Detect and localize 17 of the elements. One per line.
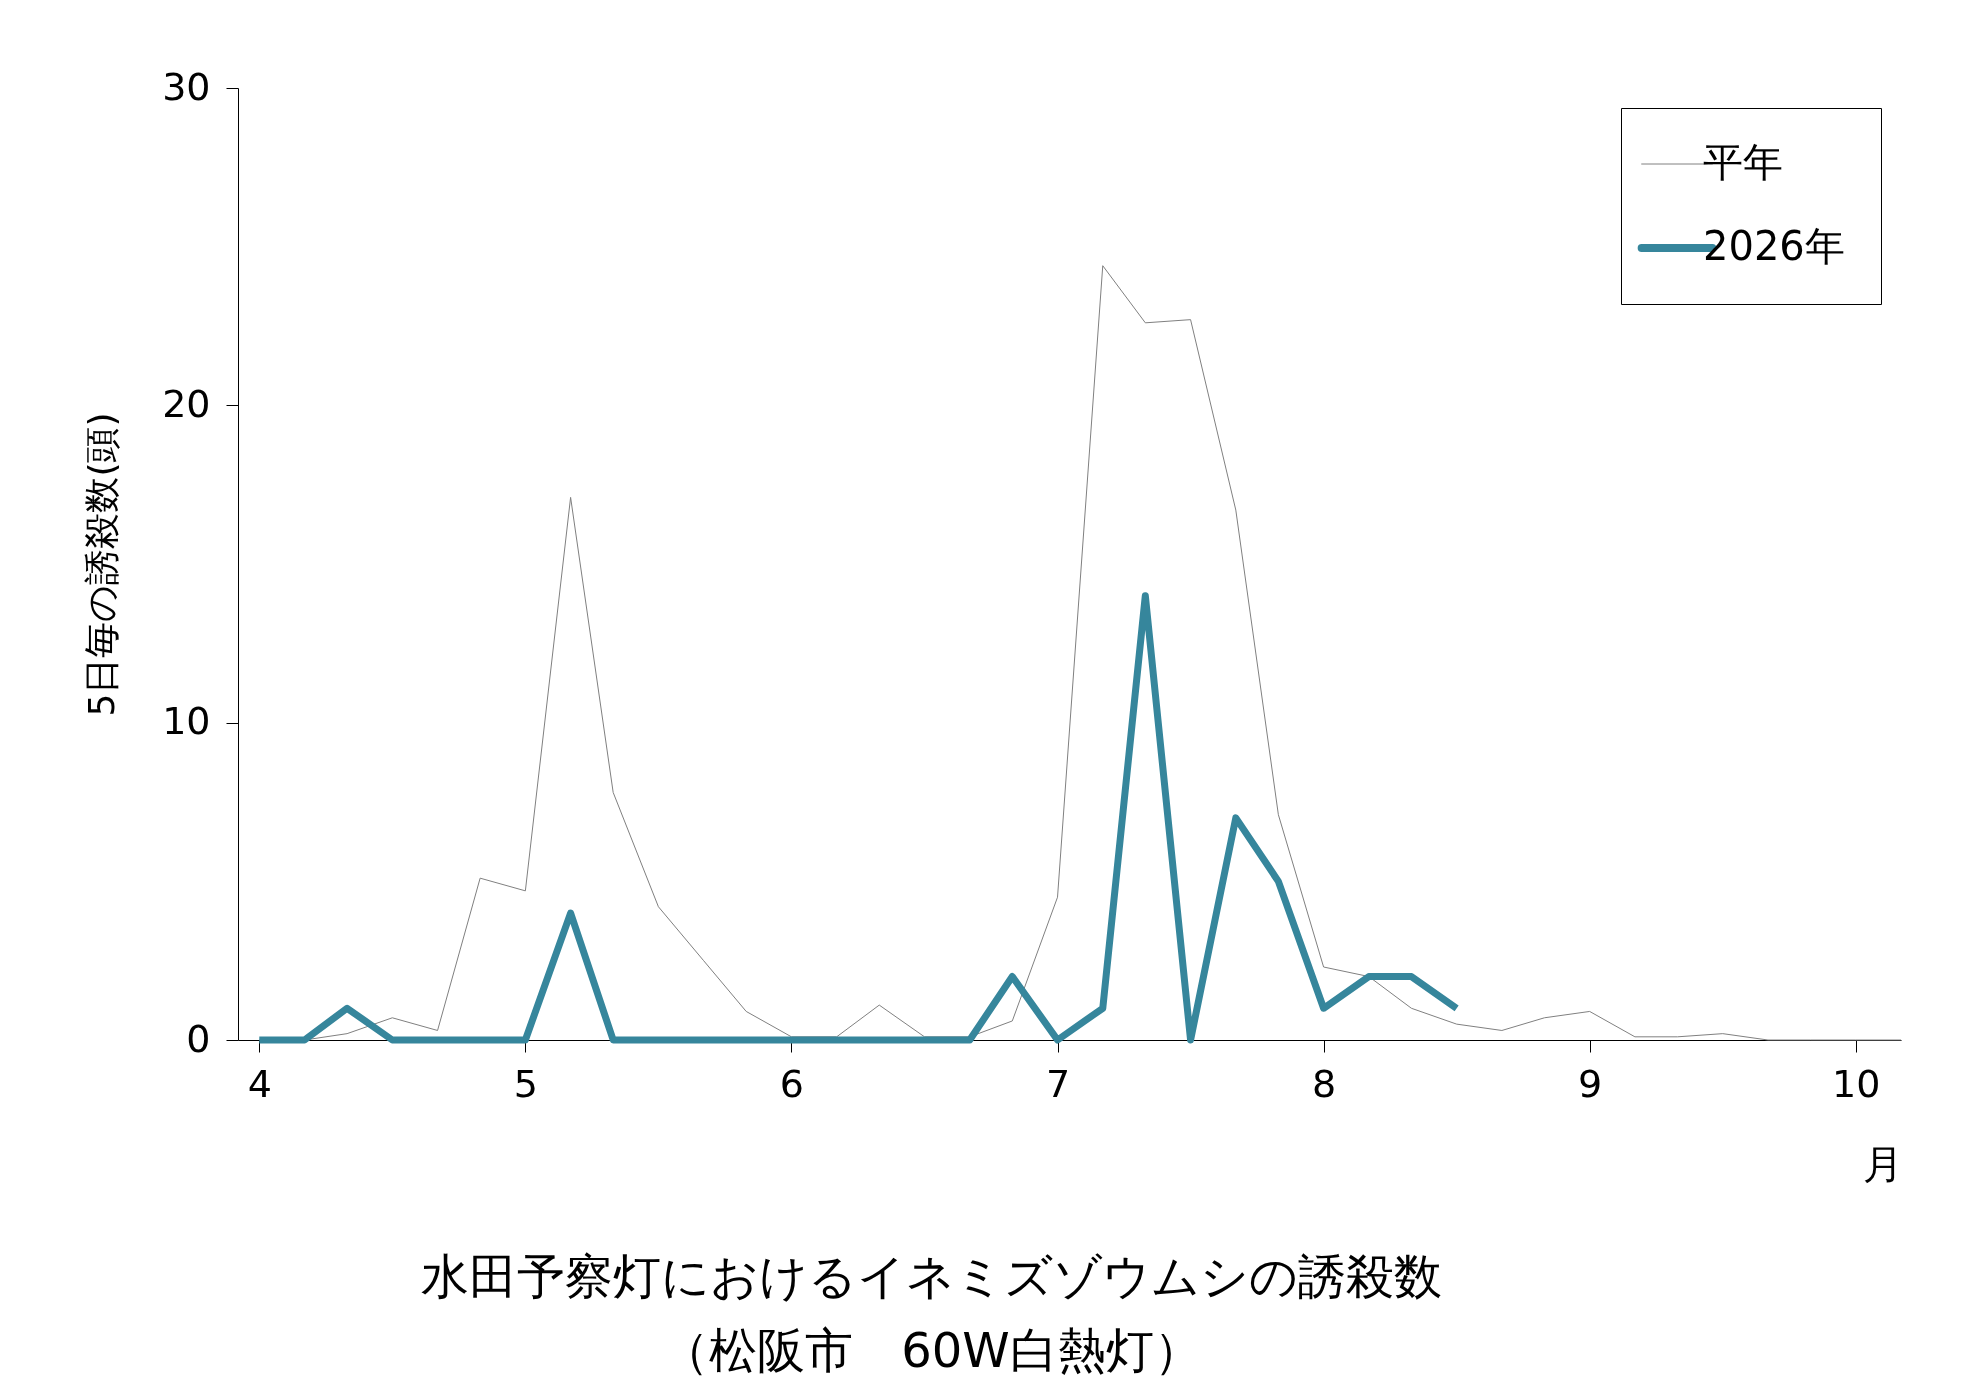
x-tick-label: 10 (1832, 1061, 1881, 1106)
legend-label: 平年 (1703, 139, 1783, 185)
x-tick-label: 8 (1312, 1061, 1337, 1106)
y-tick-label: 10 (162, 699, 211, 744)
x-tick-label: 7 (1045, 1061, 1071, 1106)
x-tick-label: 9 (1578, 1061, 1603, 1106)
text: 水田予察灯におけるイネミズゾウムシの誘殺数 (421, 1248, 1442, 1304)
x-axis-title: 月 (1862, 1140, 1903, 1187)
y-tick-label: 20 (162, 381, 211, 426)
y-axis-title: 5日毎の誘殺数(頭) (81, 412, 123, 717)
x-tick-label: 5 (513, 1061, 538, 1106)
legend-label: 2026年 (1703, 223, 1845, 269)
y-tick-label: 0 (186, 1016, 211, 1061)
x-tick-label: 6 (779, 1061, 805, 1106)
x-tick-label: 4 (247, 1061, 272, 1106)
text: （松阪市 60W白熱灯） (661, 1322, 1202, 1378)
y-tick-label: 30 (162, 64, 211, 109)
